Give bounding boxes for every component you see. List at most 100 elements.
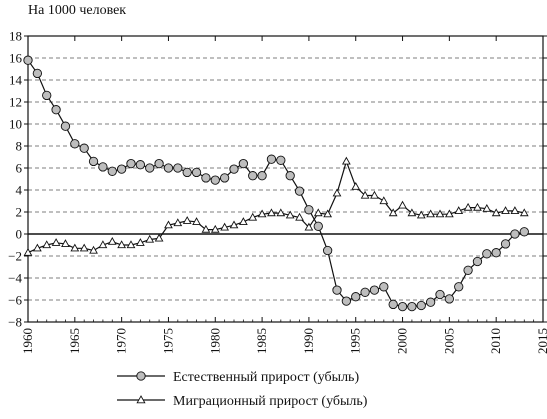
- data-point-circle: [360, 287, 370, 297]
- x-tick-label: 1970: [114, 328, 129, 354]
- data-point-triangle: [145, 234, 155, 243]
- y-axis-label: На 1000 человек: [28, 3, 126, 18]
- data-point-circle: [276, 155, 286, 165]
- data-point-triangle: [238, 217, 248, 226]
- series-layer: [23, 55, 529, 312]
- y-tick-label: 14: [9, 73, 23, 88]
- data-point-circle: [482, 249, 492, 259]
- y-tick-label: −6: [8, 293, 22, 308]
- data-point-triangle: [173, 218, 183, 227]
- data-point-triangle: [491, 208, 501, 217]
- data-point-triangle: [285, 210, 295, 219]
- data-point-triangle: [463, 202, 473, 211]
- data-point-triangle: [276, 208, 286, 217]
- data-point-circle: [126, 158, 136, 169]
- data-point-circle: [425, 297, 436, 307]
- data-point-circle: [519, 227, 529, 237]
- y-tick-label: 18: [9, 29, 22, 44]
- x-tick-label: 2005: [441, 328, 456, 354]
- data-point-triangle: [229, 220, 239, 229]
- data-point-triangle: [323, 209, 333, 218]
- y-tick-label: 2: [16, 205, 23, 220]
- data-point-circle: [107, 166, 117, 176]
- y-tick-label: 4: [16, 183, 23, 198]
- x-tick-label: 2015: [535, 328, 547, 354]
- data-point-triangle: [388, 208, 398, 217]
- data-point-triangle: [32, 243, 42, 252]
- data-point-circle: [182, 167, 192, 178]
- data-point-circle: [304, 205, 314, 215]
- data-point-circle: [116, 164, 127, 174]
- data-point-circle: [154, 158, 164, 169]
- data-point-circle: [322, 245, 333, 256]
- data-point-circle: [60, 121, 71, 131]
- data-point-triangle: [454, 206, 464, 215]
- legend: Естественный прирост (убыль) Миграционный…: [117, 370, 368, 409]
- data-point-triangle: [435, 209, 445, 218]
- x-tick-label: 1990: [301, 328, 316, 354]
- data-point-triangle: [519, 208, 529, 217]
- legend-label: Миграционный прирост (убыль): [173, 394, 368, 409]
- data-point-circle: [191, 167, 202, 178]
- data-point-circle: [79, 143, 89, 153]
- data-point-triangle: [332, 188, 342, 197]
- data-point-circle: [351, 292, 361, 302]
- data-point-triangle: [370, 190, 379, 199]
- data-point-circle: [435, 289, 445, 300]
- data-point-triangle: [42, 240, 52, 249]
- data-point-circle: [285, 171, 295, 181]
- data-point-triangle: [98, 240, 108, 249]
- data-point-triangle: [257, 209, 267, 218]
- data-point-triangle: [51, 238, 61, 246]
- data-point-circle: [332, 285, 342, 295]
- data-point-triangle: [351, 181, 361, 190]
- data-point-circle: [238, 158, 249, 169]
- x-tick-label: 1965: [67, 328, 82, 354]
- data-point-triangle: [192, 217, 201, 226]
- data-point-triangle: [426, 209, 436, 218]
- plot-frame: [27, 35, 544, 323]
- y-tick-label: 0: [16, 227, 23, 242]
- data-point-circle: [257, 171, 267, 181]
- data-point-triangle: [248, 212, 258, 221]
- data-point-triangle: [107, 236, 117, 245]
- series-2: [23, 156, 529, 256]
- data-point-triangle: [70, 243, 80, 252]
- data-point-triangle: [220, 222, 230, 231]
- data-point-circle: [472, 256, 483, 267]
- data-point-triangle: [313, 208, 323, 217]
- legend-marker-circle: [136, 371, 146, 381]
- data-point-circle: [173, 163, 183, 173]
- data-point-circle: [163, 163, 174, 173]
- grid: [28, 57, 543, 301]
- data-point-circle: [32, 68, 43, 79]
- data-point-triangle: [89, 245, 98, 254]
- data-point-circle: [210, 175, 220, 185]
- series-1-line: [27, 59, 525, 308]
- data-point-triangle: [267, 208, 276, 217]
- data-point-triangle: [482, 203, 492, 212]
- data-point-circle: [294, 186, 305, 196]
- data-point-circle: [98, 162, 108, 172]
- data-point-circle: [266, 154, 277, 164]
- data-point-triangle: [126, 240, 136, 249]
- x-tick-label: 1995: [348, 328, 363, 354]
- y-tick-label: 10: [9, 117, 22, 132]
- data-point-circle: [510, 229, 520, 239]
- data-point-triangle: [510, 206, 520, 215]
- legend-marker-triangle: [136, 395, 146, 404]
- data-point-triangle: [210, 224, 220, 233]
- data-point-circle: [229, 164, 239, 174]
- data-point-triangle: [341, 156, 351, 165]
- data-point-circle: [463, 265, 473, 275]
- data-point-triangle: [501, 206, 510, 215]
- data-point-triangle: [407, 208, 417, 217]
- series-2-line: [27, 159, 525, 254]
- y-tick-label: 12: [9, 95, 22, 110]
- data-point-triangle: [473, 202, 482, 211]
- data-point-circle: [42, 90, 52, 101]
- data-point-triangle: [295, 212, 304, 221]
